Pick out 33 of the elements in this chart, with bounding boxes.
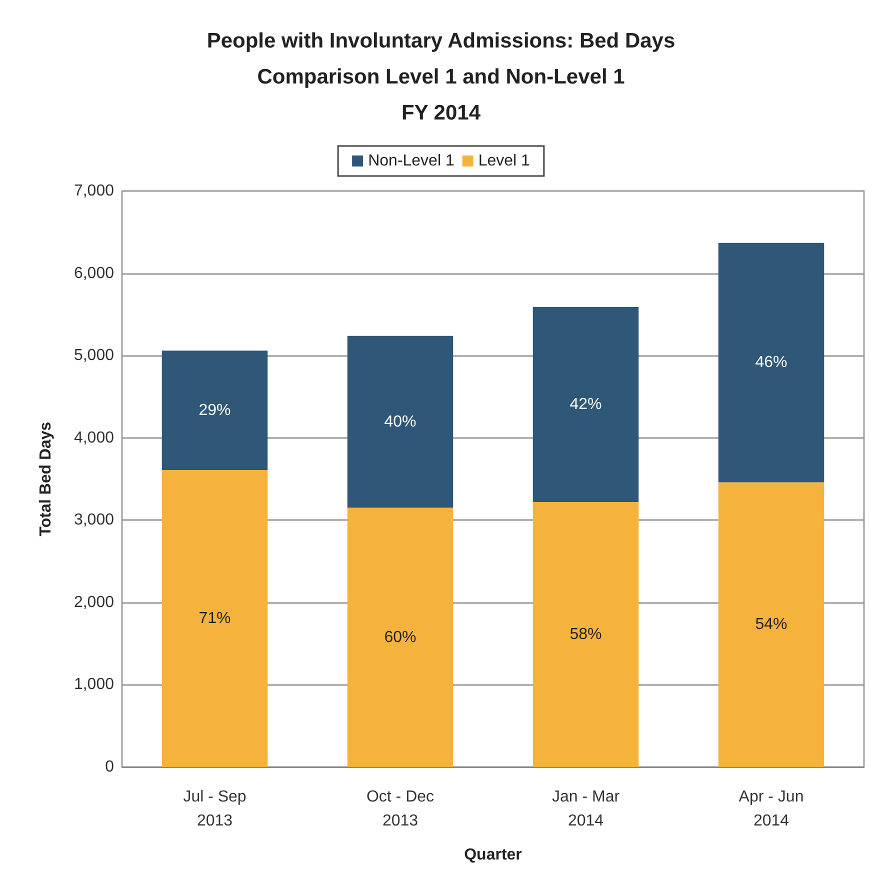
bar — [718, 242, 824, 482]
chart-title: People with Involuntary Admissions: Bed Days Comparison Level 1 and Non-Level 1 FY 2014 — [206, 30, 676, 124]
y-tick-label: 1,000 — [74, 676, 114, 694]
bar — [532, 502, 639, 767]
legend-label: Level 1 — [478, 152, 530, 170]
y-tick-label: 6,000 — [74, 264, 114, 282]
legend-label: Non-Level 1 — [368, 152, 454, 170]
bar — [347, 336, 454, 508]
y-tick-label: 4,000 — [74, 429, 114, 446]
bar — [347, 508, 454, 767]
y-tick-label: 3,000 — [74, 512, 114, 529]
x-tick-label: Jan - Mar 2014 — [552, 788, 620, 830]
annotation: 29% — [198, 402, 231, 419]
annotation: 58% — [570, 626, 602, 644]
annotation: 54% — [755, 616, 788, 634]
bar — [532, 307, 639, 502]
y-tick-label: 7,000 — [74, 182, 114, 200]
annotation: 42% — [570, 396, 602, 414]
annotation: 71% — [198, 610, 231, 627]
annotation: 46% — [755, 354, 788, 372]
annotation: 60% — [384, 628, 416, 646]
y-tick-label: 2,000 — [74, 594, 114, 611]
annotation: 40% — [384, 413, 416, 430]
bar — [718, 482, 824, 767]
x-axis-title: Quarter — [464, 846, 522, 864]
bar — [162, 470, 268, 767]
x-tick-label: Jul - Sep 2013 — [183, 788, 246, 830]
x-tick-label: Oct - Dec 2013 — [366, 788, 434, 830]
bar — [162, 350, 268, 470]
x-tick-label: Apr - Jun 2014 — [738, 788, 804, 830]
y-tick-label: 5,000 — [74, 347, 114, 364]
y-axis-title: Total Bed Days — [38, 422, 54, 536]
y-tick-label: 0 — [105, 758, 114, 776]
